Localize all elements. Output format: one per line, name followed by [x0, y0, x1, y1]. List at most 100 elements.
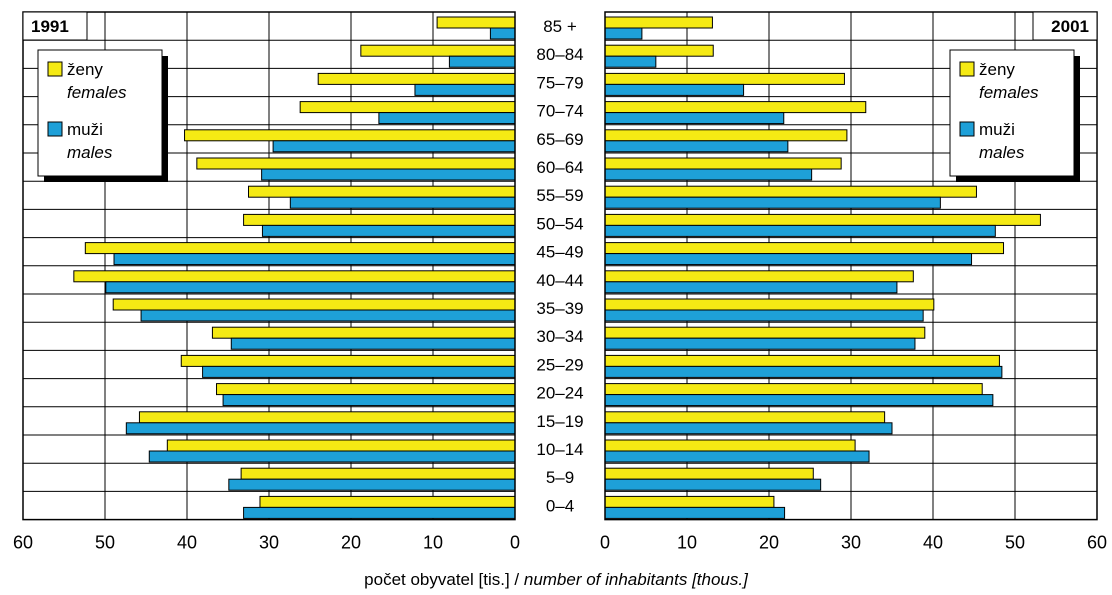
age-label: 35–39 [536, 299, 583, 318]
bar-females-1991 [211, 326, 516, 339]
x-tick-left: 0 [510, 533, 520, 553]
bar-females-1991 [180, 354, 516, 367]
age-label: 70–74 [536, 102, 583, 121]
bar-males-2001 [604, 196, 941, 209]
bar-females-1991 [112, 298, 516, 311]
legend-label-females-left: ženy [67, 60, 103, 79]
x-tick-left: 60 [13, 533, 33, 553]
bar-females-2001 [604, 242, 1005, 255]
bar-females-2001 [604, 298, 935, 311]
age-label: 5–9 [546, 468, 574, 487]
bar-females-2001 [604, 467, 814, 480]
bar-males-2001 [604, 112, 785, 125]
bar-females-2001 [604, 72, 845, 85]
age-label: 65–69 [536, 130, 583, 149]
panel-frame-right [604, 11, 1098, 521]
age-label: 85 + [543, 17, 577, 36]
bar-males-2001 [604, 478, 822, 491]
bar-males-2001 [604, 55, 657, 68]
year-label-right: 2001 [1051, 17, 1089, 36]
bar-females-2001 [604, 270, 914, 283]
x-axis-title-cz: počet obyvatel [tis.] / [364, 570, 524, 589]
bar-males-1991 [105, 281, 516, 294]
bar-males-1991 [414, 83, 516, 96]
x-tick-left: 30 [259, 533, 279, 553]
bar-females-1991 [196, 157, 516, 170]
bar-females-2001 [604, 101, 867, 114]
bar-males-1991 [489, 27, 516, 40]
age-label: 20–24 [536, 384, 583, 403]
legend-swatch-males-left [47, 121, 63, 137]
bar-females-2001 [604, 495, 775, 508]
bar-females-2001 [604, 383, 983, 396]
bar-males-2001 [604, 168, 813, 181]
x-tick-left: 20 [341, 533, 361, 553]
bar-males-1991 [243, 506, 516, 519]
panel-frame-left [22, 11, 516, 521]
bar-males-2001 [604, 224, 996, 237]
bar-males-1991 [228, 478, 516, 491]
bar-males-1991 [222, 394, 516, 407]
bar-males-1991 [289, 196, 516, 209]
year-box-right [1032, 11, 1098, 41]
bar-males-2001 [604, 337, 916, 350]
bar-males-1991 [272, 140, 516, 153]
bar-females-2001 [604, 129, 848, 142]
legend-swatch-females-left [47, 61, 63, 77]
age-label: 75–79 [536, 73, 583, 92]
bar-males-2001 [604, 140, 789, 153]
bar-females-1991 [73, 270, 516, 283]
bar-males-1991 [148, 450, 516, 463]
bar-males-2001 [604, 450, 870, 463]
legend-label-males-right: muži [979, 120, 1015, 139]
bar-males-2001 [604, 506, 786, 519]
bar-males-2001 [604, 253, 973, 266]
age-label: 55–59 [536, 186, 583, 205]
bar-females-2001 [604, 185, 977, 198]
age-label: 10–14 [536, 440, 583, 459]
bar-females-1991 [243, 213, 516, 226]
bar-males-2001 [604, 309, 924, 322]
x-axis-title-en: number of inhabitants [thous.] [524, 570, 749, 589]
age-label: 0–4 [546, 496, 574, 515]
x-tick-right: 40 [923, 533, 943, 553]
x-tick-left: 40 [177, 533, 197, 553]
year-box-left [22, 11, 88, 41]
legend-label-males-en-right: males [979, 143, 1025, 162]
legend-swatch-females-right [959, 61, 975, 77]
bar-males-2001 [604, 83, 745, 96]
age-label: 45–49 [536, 243, 583, 262]
bar-females-2001 [604, 354, 1000, 367]
bar-females-1991 [299, 101, 516, 114]
bar-males-1991 [378, 112, 516, 125]
x-tick-right: 60 [1087, 533, 1107, 553]
age-label: 30–34 [536, 327, 583, 346]
x-tick-right: 20 [759, 533, 779, 553]
bar-males-1991 [113, 253, 516, 266]
bar-females-1991 [436, 16, 516, 29]
bar-males-2001 [604, 394, 994, 407]
legend-label-females-right: ženy [979, 60, 1015, 79]
bar-males-1991 [261, 168, 516, 181]
bar-females-2001 [604, 213, 1041, 226]
age-label: 15–19 [536, 412, 583, 431]
bar-females-2001 [604, 44, 714, 57]
legend-swatch-males-right [959, 121, 975, 137]
bar-males-2001 [604, 422, 893, 435]
x-tick-right: 30 [841, 533, 861, 553]
age-label: 80–84 [536, 45, 583, 64]
bar-males-2001 [604, 365, 1003, 378]
x-tick-left: 10 [423, 533, 443, 553]
bar-females-1991 [360, 44, 516, 57]
bar-females-1991 [138, 411, 516, 424]
bar-females-1991 [166, 439, 516, 452]
age-label: 60–64 [536, 158, 583, 177]
x-axis-title: počet obyvatel [tis.] / number of inhabi… [364, 570, 749, 589]
bar-females-1991 [317, 72, 516, 85]
x-tick-right: 50 [1005, 533, 1025, 553]
legend-label-males-en-left: males [67, 143, 113, 162]
year-label-left: 1991 [31, 17, 69, 36]
bar-males-1991 [140, 309, 516, 322]
bar-females-2001 [604, 326, 926, 339]
